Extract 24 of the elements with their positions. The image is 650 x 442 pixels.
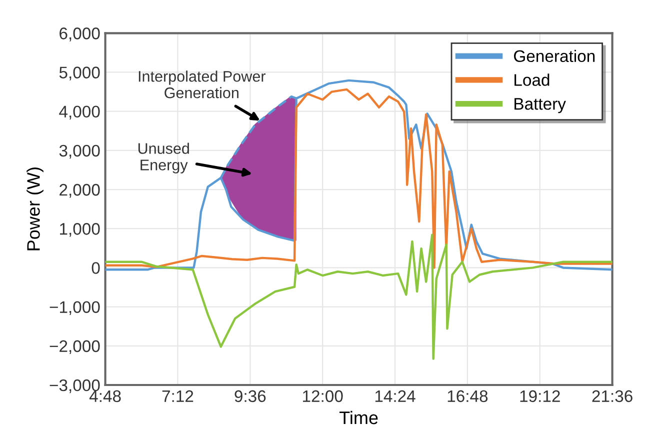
x-tick-label: 7:12 bbox=[162, 390, 194, 402]
y-tick-label: −2,000 bbox=[50, 340, 100, 354]
legend-label: Load bbox=[514, 74, 550, 86]
x-tick-label: 14:24 bbox=[375, 390, 416, 402]
x-tick-label: 9:36 bbox=[234, 390, 266, 402]
x-tick-label: 12:00 bbox=[303, 390, 343, 402]
x-axis-title: Time bbox=[339, 410, 378, 424]
line-series bbox=[105, 234, 612, 360]
x-tick-label: 16:48 bbox=[448, 390, 488, 402]
y-tick-label: 1,000 bbox=[60, 223, 100, 237]
y-tick-label: 4,000 bbox=[59, 106, 100, 120]
y-tick-label: −1,000 bbox=[50, 301, 100, 315]
legend-label: Battery bbox=[514, 98, 566, 114]
y-axis-title: Power (W) bbox=[26, 168, 44, 250]
y-tick-label: 3,000 bbox=[59, 144, 100, 159]
y-tick-label: 0 bbox=[92, 262, 100, 274]
x-tick-label: 21:36 bbox=[592, 390, 632, 402]
annotation: Interpolated Power Generation bbox=[138, 70, 266, 98]
y-tick-label: 5,000 bbox=[59, 66, 100, 80]
annotation: Unused Energy bbox=[138, 142, 189, 174]
y-tick-label: 6,000 bbox=[60, 28, 100, 42]
y-tick-label: 2,000 bbox=[60, 184, 100, 198]
legend-label: Generation bbox=[514, 50, 595, 62]
x-tick-label: 19:12 bbox=[520, 390, 560, 402]
